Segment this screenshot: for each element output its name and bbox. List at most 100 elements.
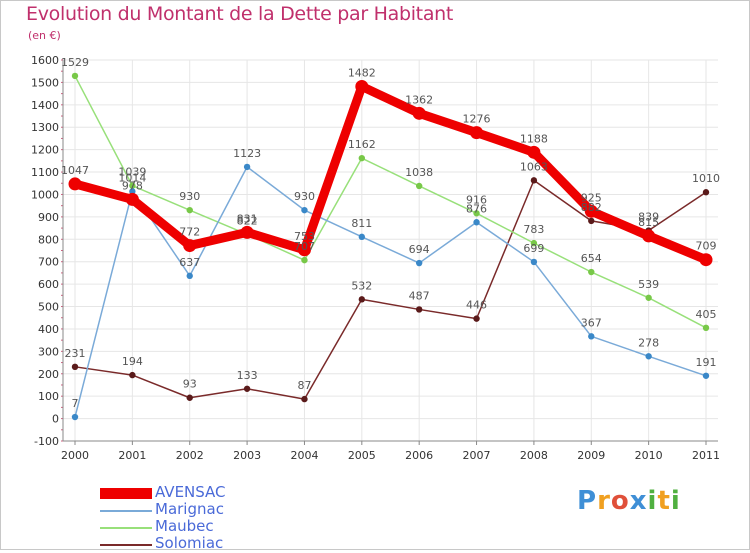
x-tick-label: 2008 (520, 449, 548, 462)
data-point-avensac (470, 126, 484, 140)
data-label-avensac: 831 (237, 212, 258, 225)
logo-letter: i (670, 486, 681, 516)
y-tick-label: 0 (52, 413, 59, 426)
y-tick-label: 1300 (31, 121, 59, 134)
data-label-marignac: 1014 (118, 171, 146, 184)
legend-swatch-solomiac (100, 544, 152, 546)
data-point-solomiac (358, 296, 366, 303)
data-point-solomiac (129, 371, 136, 379)
data-point-marignac (186, 272, 193, 280)
data-label-avensac: 1362 (405, 93, 433, 106)
x-tick-label: 2009 (577, 449, 605, 462)
data-point-maubec (301, 256, 308, 264)
data-label-marignac: 699 (523, 242, 544, 255)
data-point-marignac (129, 188, 136, 195)
data-point-solomiac (243, 385, 251, 392)
data-label-maubec: 1162 (348, 138, 376, 151)
data-point-marignac (358, 233, 366, 241)
data-point-marignac (473, 219, 480, 226)
series-line-maubec (74, 75, 707, 329)
data-label-maubec: 707 (294, 240, 315, 253)
x-tick-label: 2004 (290, 449, 318, 462)
x-tick-label: 2003 (233, 449, 261, 462)
data-label-avensac: 1047 (61, 164, 89, 177)
x-tick-label: 2000 (61, 449, 89, 462)
data-label-avensac: 772 (179, 226, 200, 239)
data-label-marignac: 278 (638, 336, 659, 349)
legend-label-solomiac: Solomiac (155, 534, 224, 552)
data-label-avensac: 709 (696, 240, 717, 253)
x-tick-label: 2001 (118, 449, 146, 462)
y-tick-label: 1400 (31, 99, 59, 112)
data-label-maubec: 654 (581, 252, 602, 265)
data-point-maubec (71, 72, 79, 80)
data-label-marignac: 876 (466, 202, 487, 215)
data-point-avensac (412, 106, 426, 120)
data-point-marignac (415, 259, 423, 267)
data-label-avensac: 1276 (463, 113, 491, 126)
legend-label-avensac: AVENSAC (155, 483, 226, 501)
data-point-solomiac (415, 306, 423, 313)
data-point-maubec (129, 182, 136, 189)
data-label-solomiac: 446 (466, 299, 487, 312)
data-point-avensac (297, 243, 311, 257)
data-label-marignac: 930 (294, 190, 315, 203)
data-label-maubec: 822 (237, 214, 258, 227)
data-point-marignac (530, 258, 538, 266)
data-point-avensac (699, 253, 713, 267)
y-tick-label: 1200 (31, 144, 59, 157)
data-point-maubec (358, 154, 366, 162)
data-label-marignac: 694 (409, 243, 430, 256)
data-point-avensac (183, 239, 197, 253)
data-point-solomiac (588, 217, 595, 225)
data-label-solomiac: 194 (122, 355, 143, 368)
series-line-marignac (74, 166, 707, 418)
data-label-marignac: 811 (351, 217, 372, 230)
data-label-avensac: 815 (638, 216, 659, 229)
data-label-solomiac: 133 (237, 369, 258, 382)
data-point-solomiac (702, 189, 710, 196)
data-point-solomiac (71, 363, 79, 371)
data-point-maubec (415, 182, 423, 190)
y-tick-label: 200 (38, 368, 59, 381)
chart-unit-label: (en €) (28, 29, 61, 42)
data-label-solomiac: 487 (409, 289, 430, 302)
data-label-avensac: 925 (581, 191, 602, 204)
x-tick-label: 2005 (348, 449, 376, 462)
proxiti-logo: Proxiti (577, 486, 681, 516)
data-point-maubec (186, 206, 193, 214)
chart-title: Evolution du Montant de la Dette par Hab… (26, 3, 454, 25)
data-point-marignac (588, 333, 595, 340)
data-point-marignac (702, 372, 710, 379)
data-label-solomiac: 93 (183, 378, 197, 391)
legend-swatch-maubec (100, 527, 152, 529)
data-point-marignac (301, 206, 308, 214)
data-point-maubec (588, 268, 595, 276)
data-point-avensac (240, 225, 254, 239)
data-label-marignac: 367 (581, 316, 602, 329)
y-tick-label: 100 (38, 390, 59, 403)
y-tick-label: 400 (38, 323, 59, 336)
y-tick-label: 300 (38, 345, 59, 358)
data-label-avensac: 1482 (348, 66, 376, 79)
data-point-maubec (702, 324, 710, 332)
data-label-marignac: 7 (72, 397, 79, 410)
data-label-avensac: 978 (122, 179, 143, 192)
y-tick-label: 1100 (31, 166, 59, 179)
y-tick-label: 800 (38, 233, 59, 246)
data-label-maubec: 539 (638, 278, 659, 291)
x-tick-label: 2011 (692, 449, 720, 462)
y-tick-label: 500 (38, 301, 59, 314)
series-line-avensac (70, 81, 711, 265)
data-label-solomiac: 1010 (692, 172, 720, 185)
data-label-marignac: 191 (696, 356, 717, 369)
logo-letter: i (647, 486, 658, 516)
data-point-solomiac (301, 395, 308, 403)
data-label-maubec: 1529 (61, 56, 89, 69)
x-tick-label: 2007 (463, 449, 491, 462)
data-label-maubec: 783 (523, 223, 544, 236)
y-tick-label: 700 (38, 256, 59, 269)
data-label-avensac: 753 (294, 230, 315, 243)
series-line-solomiac (74, 179, 707, 400)
